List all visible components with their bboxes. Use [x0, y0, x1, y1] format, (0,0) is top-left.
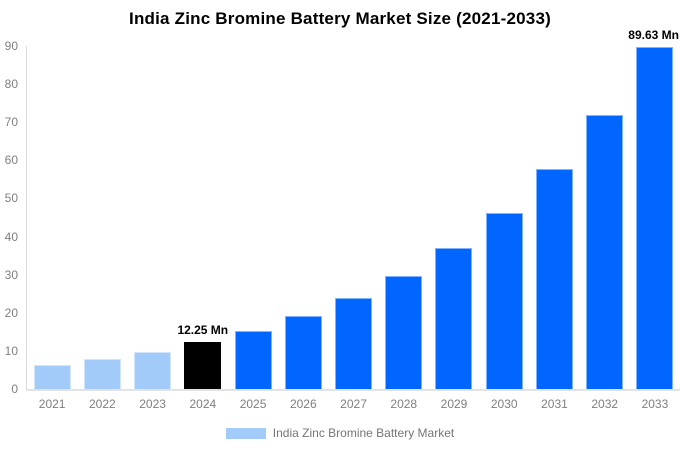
legend-label: India Zinc Bromine Battery Market: [272, 426, 455, 440]
x-label-2021: 2021: [38, 397, 66, 411]
y-tick-50: 50: [4, 191, 18, 206]
bar-2022: [83, 359, 121, 389]
bar-slot-2026: [278, 46, 328, 389]
bar-2027: [335, 298, 373, 389]
data-label-2024: 12.25 Mn: [177, 323, 229, 338]
x-label-2029: 2029: [440, 397, 468, 411]
y-tick-80: 80: [4, 77, 18, 92]
bar-slot-2023: [127, 46, 177, 389]
y-tick-90: 90: [4, 39, 18, 53]
x-axis-line: [26, 389, 680, 391]
x-label-2033: 2033: [641, 397, 669, 411]
bar-2023: [134, 351, 172, 389]
y-axis-line: [26, 46, 27, 390]
y-tick-10: 10: [4, 343, 18, 358]
bar-2021: [33, 365, 71, 389]
x-label-2030: 2030: [490, 397, 518, 411]
x-label-2028: 2028: [390, 397, 418, 411]
data-label-2033: 89.63 Mn: [628, 28, 679, 43]
bar-slot-2032: [580, 46, 630, 389]
y-tick-0: 0: [11, 382, 18, 396]
y-tick-30: 30: [4, 267, 18, 282]
bar-slot-2028: [379, 46, 429, 389]
y-axis: 0 10 20 30 40 50 60 70 80 90: [0, 0, 18, 450]
bar-2024: [184, 342, 222, 389]
bar-slot-2033: [630, 46, 680, 389]
bar-slot-2031: [529, 46, 579, 389]
bar-2031: [535, 169, 573, 389]
y-tick-40: 40: [4, 229, 18, 244]
bar-slot-2029: [429, 46, 479, 389]
bar-2026: [284, 316, 322, 389]
bar-slot-2030: [479, 46, 529, 389]
x-label-2032: 2032: [591, 397, 619, 411]
plot-area: [27, 46, 680, 389]
x-label-2023: 2023: [139, 397, 166, 411]
x-label-2026: 2026: [289, 397, 317, 411]
x-label-2027: 2027: [340, 397, 367, 411]
y-tick-70: 70: [4, 115, 18, 130]
x-label-2031: 2031: [541, 397, 568, 411]
legend-item[interactable]: India Zinc Bromine Battery Market: [0, 426, 680, 440]
bar-slot-2021: [27, 46, 77, 389]
bar-slot-2025: [228, 46, 278, 389]
y-tick-20: 20: [4, 305, 18, 320]
bar-slot-2027: [328, 46, 378, 389]
y-tick-60: 60: [4, 153, 18, 168]
bar-slot-2024: [178, 46, 228, 389]
bar-2025: [234, 330, 272, 389]
bar-2033: [636, 47, 674, 389]
chart-title: India Zinc Bromine Battery Market Size (…: [129, 9, 551, 28]
bar-2029: [435, 247, 473, 389]
x-label-2024: 2024: [189, 397, 217, 411]
legend-swatch: [225, 427, 266, 439]
x-label-2022: 2022: [89, 397, 116, 411]
bar-2028: [385, 275, 423, 389]
x-axis: 2021 2022 2023 2024 2025 2026 2027 2028 2029 2030…: [27, 397, 680, 411]
bar-2032: [586, 115, 624, 389]
bar-2030: [485, 212, 523, 389]
x-label-2025: 2025: [239, 397, 267, 411]
bar-slot-2022: [77, 46, 127, 389]
